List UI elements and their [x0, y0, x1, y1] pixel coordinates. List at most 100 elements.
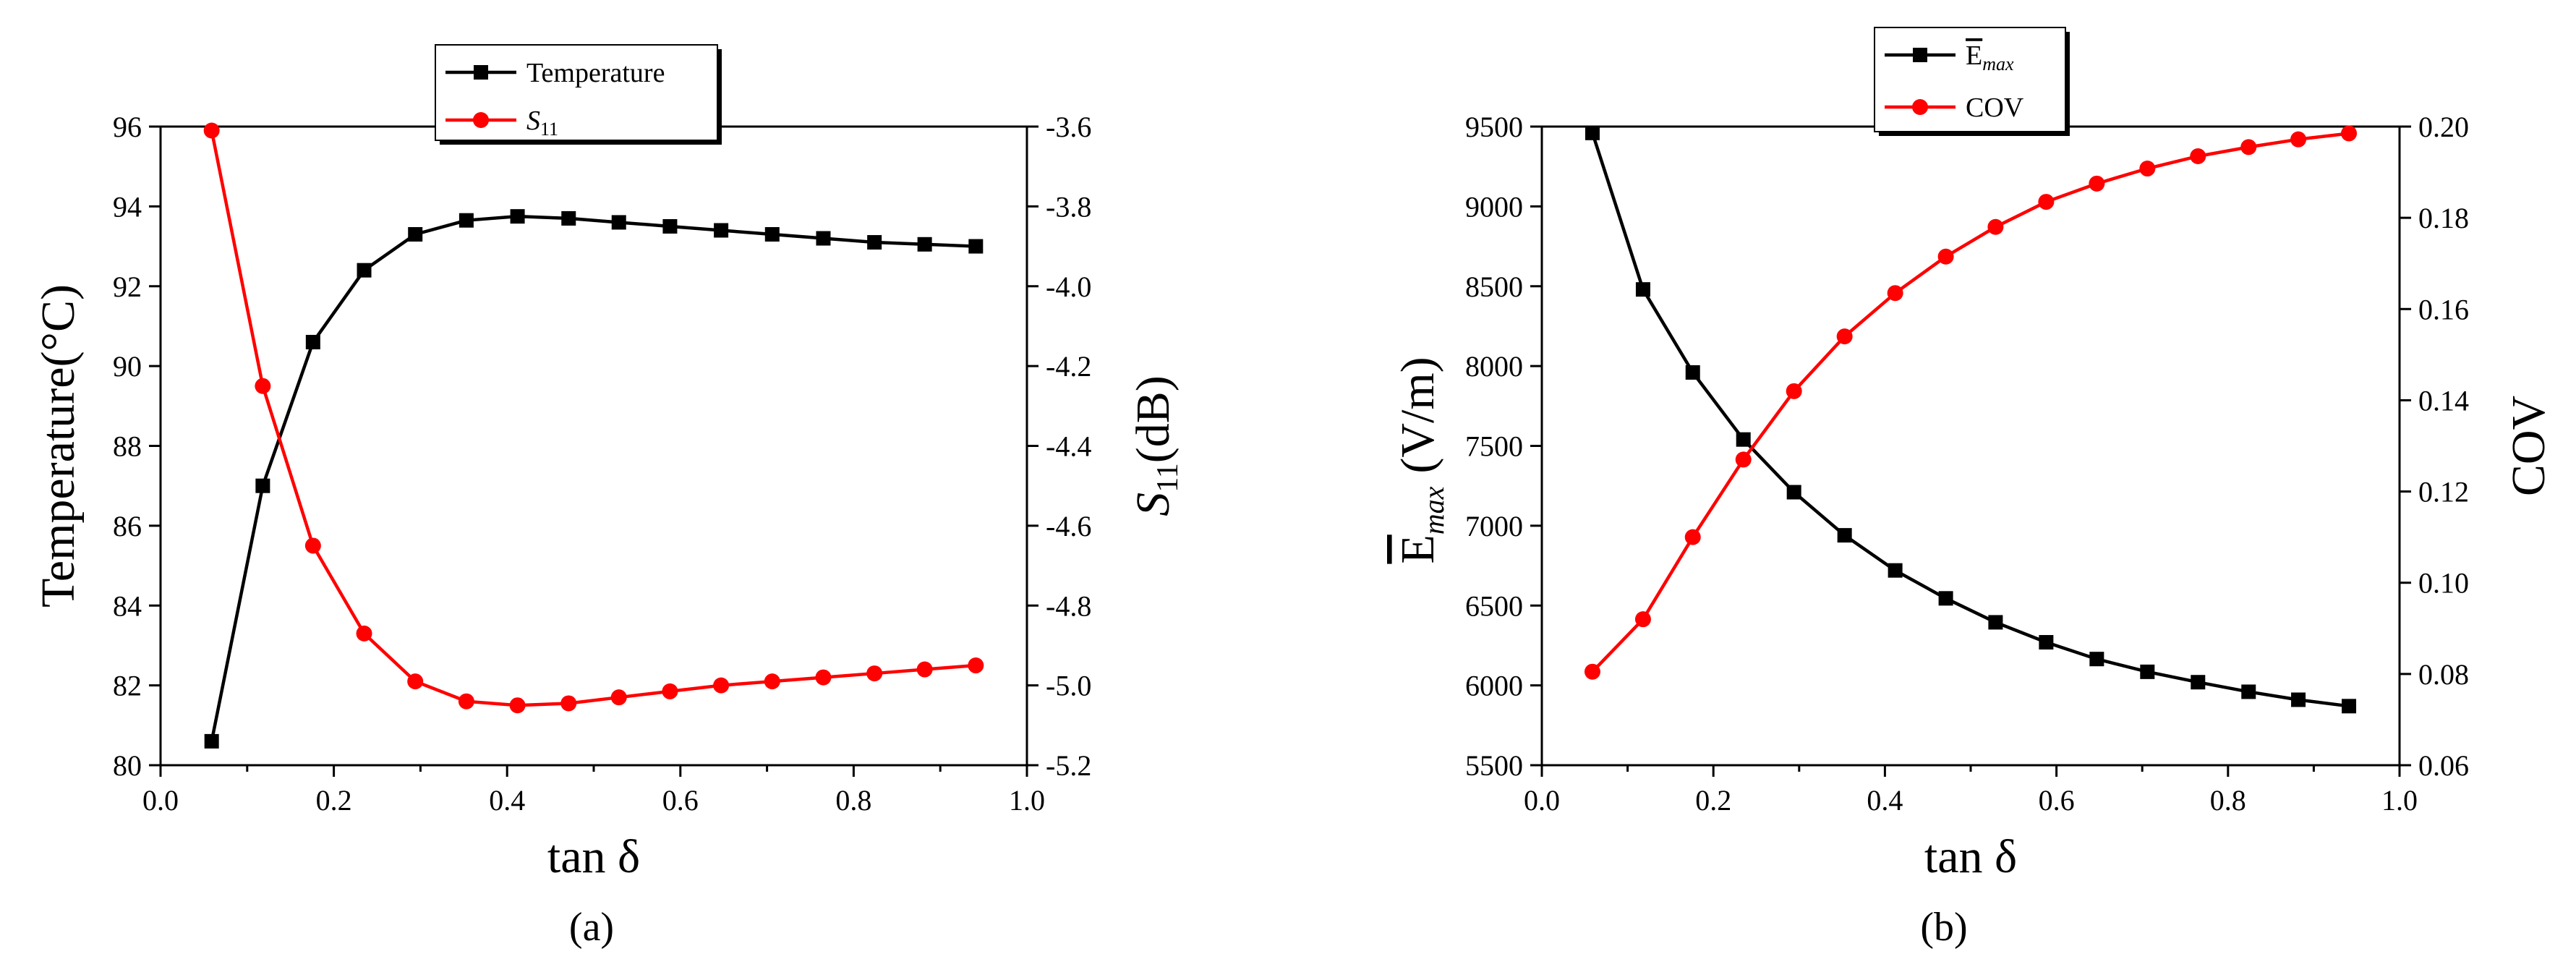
- plot-frame: [159, 125, 1028, 767]
- legend-label-sub: 11: [540, 119, 558, 140]
- data-point: [357, 263, 372, 278]
- x-tick-label: 0.8: [2210, 784, 2246, 817]
- data-point: [1988, 615, 2003, 630]
- data-point: [2241, 684, 2256, 699]
- legend-label-sub: max: [1982, 54, 2014, 74]
- data-point: [1937, 248, 1954, 265]
- data-point: [1786, 383, 1802, 399]
- data-point: [1635, 282, 1650, 297]
- panel-label: (b): [1920, 905, 1967, 950]
- data-point: [917, 237, 932, 252]
- data-point: [1836, 328, 1853, 345]
- legend-marker: [473, 112, 489, 128]
- plot-frame: [1540, 125, 2401, 767]
- data-point: [815, 669, 832, 686]
- y-right-tick-label: 0.20: [2418, 111, 2469, 143]
- data-point: [255, 378, 271, 394]
- y-right-tick-label: -4.8: [1046, 589, 1091, 622]
- y-left-tick-label: 90: [113, 350, 142, 383]
- data-point: [305, 335, 320, 350]
- data-point: [1736, 432, 1751, 447]
- x-tick-label: 0.8: [835, 784, 871, 817]
- y-left-tick-label: 6500: [1465, 589, 1523, 622]
- data-point: [2190, 148, 2206, 164]
- y-left-tick-label: 7000: [1465, 510, 1523, 542]
- y-left-tick-label: 8000: [1465, 350, 1523, 383]
- legend-label-main: E: [1966, 41, 1982, 71]
- data-point: [764, 227, 780, 242]
- data-point: [1786, 485, 1801, 500]
- legend-label: Emax: [1966, 41, 2014, 74]
- x-tick-label: 0.2: [316, 784, 352, 817]
- y-right-tick-label: -5.0: [1046, 670, 1091, 702]
- data-point: [968, 239, 984, 254]
- data-point: [1634, 611, 1651, 628]
- legend-label: COV: [1966, 93, 2024, 123]
- y-right-tick-label: -4.2: [1046, 350, 1091, 383]
- y-left-tick-label: 86: [113, 510, 142, 542]
- y-left-title-sub: max: [1417, 486, 1450, 534]
- data-point: [1735, 451, 1752, 468]
- y-right-tick-label: -3.8: [1046, 190, 1091, 223]
- series-line-temperature: [210, 214, 976, 742]
- data-point: [2191, 675, 2206, 690]
- data-point: [968, 657, 984, 674]
- data-point: [764, 673, 780, 690]
- y-left-tick-label: 96: [113, 111, 142, 143]
- x-tick-label: 0.4: [489, 784, 525, 817]
- data-point: [2089, 175, 2105, 192]
- y-right-tick-label: 0.08: [2418, 658, 2469, 691]
- legend-label: S11: [526, 106, 558, 140]
- series-line-cov: [1591, 132, 2350, 673]
- data-point: [2240, 139, 2257, 156]
- data-point: [458, 693, 474, 710]
- data-point: [816, 231, 831, 246]
- legend-marker: [474, 65, 488, 80]
- y-left-tick-label: 5500: [1465, 749, 1523, 782]
- x-tick-label: 0.6: [662, 784, 699, 817]
- y-left-tick-label: 9500: [1465, 111, 1523, 143]
- data-point: [1684, 529, 1701, 545]
- data-point: [2140, 664, 2155, 679]
- data-point: [1938, 591, 1953, 606]
- data-point: [662, 218, 678, 234]
- y-left-axis-title: Temperature(°C): [32, 284, 85, 608]
- data-point: [2039, 635, 2054, 650]
- y-left-tick-label: 8500: [1465, 270, 1523, 303]
- data-point: [356, 625, 372, 642]
- chart-panel-b: 0.0 0.2 0.4 0.6 0.8 1.0 5500 6000 6500 7000 7500 80…: [1391, 27, 2555, 950]
- y-left-axis-title: Emax (V/m): [1391, 357, 1450, 563]
- data-point: [1837, 528, 1852, 543]
- x-tick-label: 0.2: [1695, 784, 1731, 817]
- x-tick-label: 0.6: [2039, 784, 2075, 817]
- legend-marker: [1912, 99, 1928, 115]
- y-left-tick-label: 9000: [1465, 190, 1523, 223]
- data-point: [2038, 194, 2055, 210]
- x-tick-label: 1.0: [2381, 784, 2418, 817]
- data-point: [204, 733, 219, 749]
- y-right-title-main: S: [1127, 493, 1180, 516]
- x-tick-label: 0.0: [142, 784, 179, 817]
- data-point: [459, 213, 474, 228]
- legend-box: [1874, 27, 2066, 132]
- data-point: [1685, 365, 1700, 380]
- data-point: [408, 227, 423, 242]
- data-point: [610, 689, 627, 706]
- data-point: [1887, 285, 1903, 302]
- data-point: [203, 122, 220, 139]
- data-point: [1584, 663, 1600, 680]
- x-axis-title: tan δ: [547, 830, 640, 883]
- data-point: [1888, 563, 1903, 578]
- y-left-tick-label: 84: [113, 589, 142, 622]
- data-point: [2139, 161, 2156, 177]
- y-right-axis-title: COV: [2502, 396, 2555, 496]
- data-point: [2290, 131, 2307, 148]
- chart-panel-a: 0.0 0.2 0.4 0.6 0.8 1.0 80 82 84 86 88 90 92 94 96 -5.2…: [32, 44, 1185, 950]
- data-point: [1585, 125, 1600, 140]
- y-right-tick-label: 0.06: [2418, 749, 2469, 782]
- y-right-title-rest: (dB): [1127, 375, 1180, 463]
- y-left-tick-label: 7500: [1465, 430, 1523, 463]
- y-right-tick-label: 0.14: [2418, 384, 2469, 417]
- data-point: [714, 223, 729, 238]
